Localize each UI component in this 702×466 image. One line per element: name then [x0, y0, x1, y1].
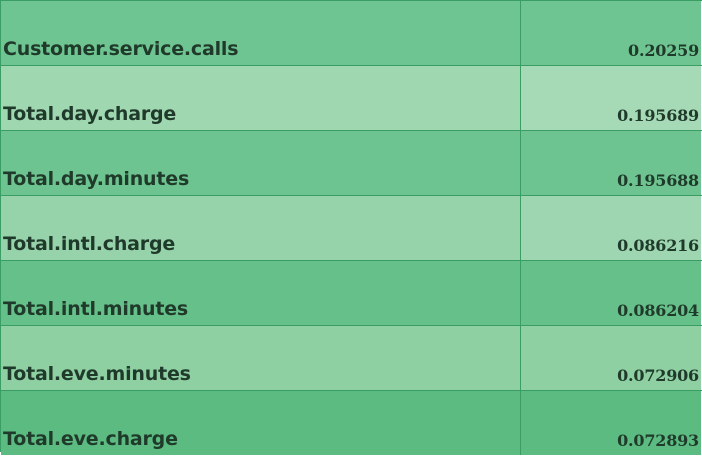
feature-name-cell[interactable]: Total.intl.minutes: [1, 261, 521, 325]
table-row: Total.day.charge 0.195689: [1, 66, 702, 131]
feature-value-cell[interactable]: 0.195689: [521, 66, 701, 130]
feature-name-cell[interactable]: Total.eve.minutes: [1, 326, 521, 390]
feature-name-cell[interactable]: Total.eve.charge: [1, 391, 521, 455]
feature-value-cell[interactable]: 0.086204: [521, 261, 701, 325]
feature-name-cell[interactable]: Customer.service.calls: [1, 1, 521, 65]
feature-value-cell[interactable]: 0.195688: [521, 131, 701, 195]
feature-name-cell[interactable]: Total.intl.charge: [1, 196, 521, 260]
feature-importance-table: Customer.service.calls 0.20259 Total.day…: [0, 0, 702, 455]
table-row: Total.eve.charge 0.072893: [1, 391, 702, 455]
feature-value-cell[interactable]: 0.20259: [521, 1, 701, 65]
table-row: Total.day.minutes 0.195688: [1, 131, 702, 196]
feature-name-cell[interactable]: Total.day.minutes: [1, 131, 521, 195]
table-row: Total.intl.charge 0.086216: [1, 196, 702, 261]
table-row: Total.eve.minutes 0.072906: [1, 326, 702, 391]
feature-value-cell[interactable]: 0.072893: [521, 391, 701, 455]
table-row: Total.intl.minutes 0.086204: [1, 261, 702, 326]
table-row: Customer.service.calls 0.20259: [1, 1, 702, 66]
feature-name-cell[interactable]: Total.day.charge: [1, 66, 521, 130]
feature-value-cell[interactable]: 0.086216: [521, 196, 701, 260]
feature-value-cell[interactable]: 0.072906: [521, 326, 701, 390]
